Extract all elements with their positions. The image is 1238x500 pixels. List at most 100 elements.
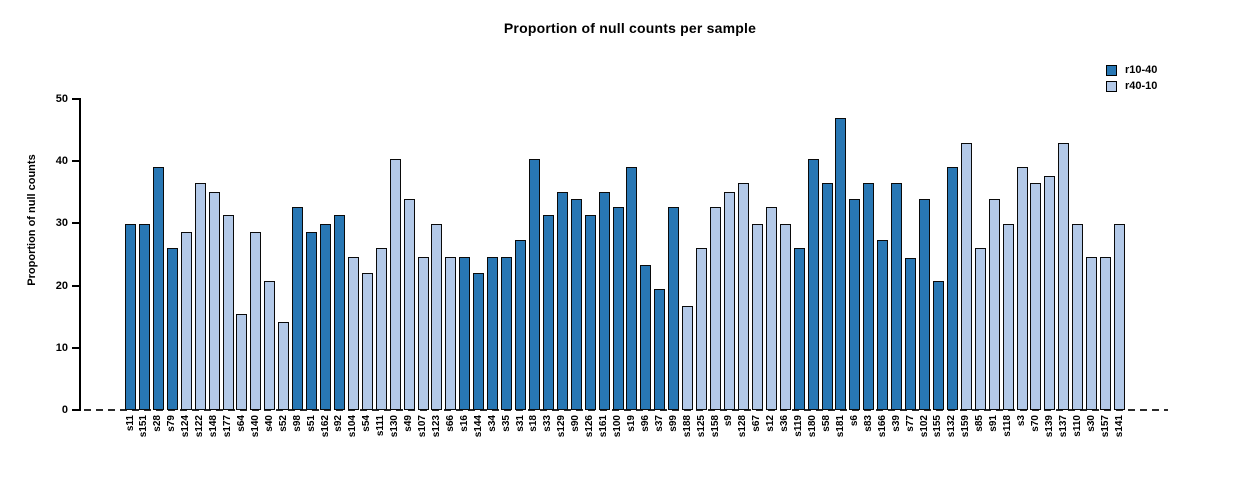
legend-entry-r40-10: r40-10 bbox=[1106, 78, 1157, 94]
legend: r10-40 r40-10 bbox=[1106, 62, 1157, 94]
x-label-s180: s180 bbox=[807, 415, 819, 438]
x-label-s151: s151 bbox=[138, 415, 150, 438]
bar-s90 bbox=[570, 199, 582, 410]
x-label-s54: s54 bbox=[361, 415, 373, 432]
bar-s91 bbox=[988, 199, 1000, 410]
bar-s107 bbox=[417, 257, 429, 410]
zero-baseline-dashed-line bbox=[84, 409, 1168, 411]
x-label-s102: s102 bbox=[918, 415, 930, 438]
bar-s99 bbox=[668, 207, 680, 410]
y-tick-mark bbox=[72, 160, 79, 163]
x-label-s39: s39 bbox=[890, 415, 902, 432]
chart-title: Proportion of null counts per sample bbox=[503, 20, 757, 36]
bar-s180 bbox=[807, 159, 819, 410]
legend-label: r40-10 bbox=[1125, 79, 1158, 92]
x-label-s92: s92 bbox=[333, 415, 345, 432]
bar-s162 bbox=[320, 224, 332, 410]
bar-s35 bbox=[501, 257, 513, 410]
bar-s181 bbox=[835, 117, 847, 410]
y-tick-mark bbox=[72, 284, 79, 287]
bar-s6 bbox=[849, 199, 861, 410]
y-tick-label: 0 bbox=[61, 404, 68, 416]
bar-s125 bbox=[696, 248, 708, 410]
bar-s34 bbox=[487, 257, 499, 410]
bar-s39 bbox=[891, 183, 903, 410]
bar-s70 bbox=[1030, 183, 1042, 410]
x-label-s3: s3 bbox=[1016, 415, 1028, 427]
x-label-s31: s31 bbox=[514, 415, 526, 432]
x-label-s11: s11 bbox=[124, 415, 136, 432]
x-label-s40: s40 bbox=[263, 415, 275, 432]
x-label-s91: s91 bbox=[988, 415, 1000, 432]
x-label-s111: s111 bbox=[375, 415, 387, 437]
x-label-s123: s123 bbox=[430, 415, 442, 438]
bar-s28 bbox=[152, 166, 164, 410]
x-label-s125: s125 bbox=[695, 415, 707, 438]
bar-s166 bbox=[877, 240, 889, 410]
bar-s33 bbox=[542, 215, 554, 410]
x-label-s148: s148 bbox=[208, 415, 220, 438]
bar-s155 bbox=[932, 280, 944, 410]
bar-s123 bbox=[431, 224, 443, 410]
bar-s9 bbox=[723, 191, 735, 410]
x-label-s188: s188 bbox=[681, 415, 693, 438]
x-label-s98: s98 bbox=[291, 415, 303, 432]
x-label-s79: s79 bbox=[166, 415, 178, 432]
bar-s100 bbox=[612, 207, 624, 410]
x-label-s66: s66 bbox=[444, 415, 456, 432]
x-label-s67: s67 bbox=[751, 415, 763, 432]
bar-s139 bbox=[1044, 175, 1056, 410]
bar-s177 bbox=[222, 215, 234, 410]
bar-s118 bbox=[1002, 224, 1014, 410]
x-label-s181: s181 bbox=[834, 415, 846, 438]
y-tick-label: 10 bbox=[55, 341, 68, 354]
bar-s49 bbox=[403, 199, 415, 410]
bar-s122 bbox=[194, 183, 206, 410]
x-label-s158: s158 bbox=[709, 415, 721, 438]
y-tick-label: 20 bbox=[55, 279, 68, 292]
bars-area bbox=[125, 99, 1145, 410]
x-label-s12: s12 bbox=[765, 415, 777, 432]
legend-label: r10-40 bbox=[1125, 63, 1158, 76]
x-label-s140: s140 bbox=[249, 415, 261, 438]
x-label-s157: s157 bbox=[1099, 415, 1111, 438]
bar-s110 bbox=[1072, 224, 1084, 410]
x-label-s124: s124 bbox=[180, 415, 192, 438]
bar-s161 bbox=[598, 191, 610, 410]
x-label-s110: s110 bbox=[1071, 415, 1083, 437]
bar-s66 bbox=[445, 257, 457, 410]
bar-s30 bbox=[1086, 257, 1098, 410]
y-axis-line bbox=[79, 98, 81, 411]
y-tick-mark bbox=[72, 98, 79, 100]
bar-s119 bbox=[793, 248, 805, 410]
x-label-s18: s18 bbox=[528, 415, 540, 432]
bar-s130 bbox=[389, 159, 401, 410]
y-tick-mark bbox=[72, 222, 79, 225]
bar-s51 bbox=[306, 232, 318, 410]
bar-s3 bbox=[1016, 166, 1028, 410]
bar-s129 bbox=[556, 191, 568, 410]
bar-s40 bbox=[264, 281, 276, 410]
bar-s37 bbox=[654, 289, 666, 410]
x-label-s137: s137 bbox=[1057, 415, 1069, 438]
x-label-s83: s83 bbox=[862, 415, 874, 432]
bar-s132 bbox=[946, 166, 958, 410]
x-label-s122: s122 bbox=[194, 415, 206, 438]
bar-s64 bbox=[236, 313, 248, 410]
x-label-s33: s33 bbox=[542, 415, 554, 432]
bar-s104 bbox=[347, 257, 359, 410]
x-label-s64: s64 bbox=[235, 415, 247, 432]
bar-s52 bbox=[278, 321, 290, 410]
bar-s31 bbox=[515, 240, 527, 410]
x-label-s90: s90 bbox=[570, 415, 582, 432]
bar-s19 bbox=[626, 166, 638, 410]
bar-s188 bbox=[682, 305, 694, 410]
bar-s83 bbox=[863, 183, 875, 410]
bar-s79 bbox=[166, 248, 178, 410]
bar-s36 bbox=[779, 224, 791, 410]
x-label-s132: s132 bbox=[946, 415, 958, 438]
y-tick-mark bbox=[72, 346, 79, 349]
bar-s16 bbox=[459, 257, 471, 410]
bar-s158 bbox=[710, 207, 722, 410]
x-label-s19: s19 bbox=[625, 415, 637, 432]
